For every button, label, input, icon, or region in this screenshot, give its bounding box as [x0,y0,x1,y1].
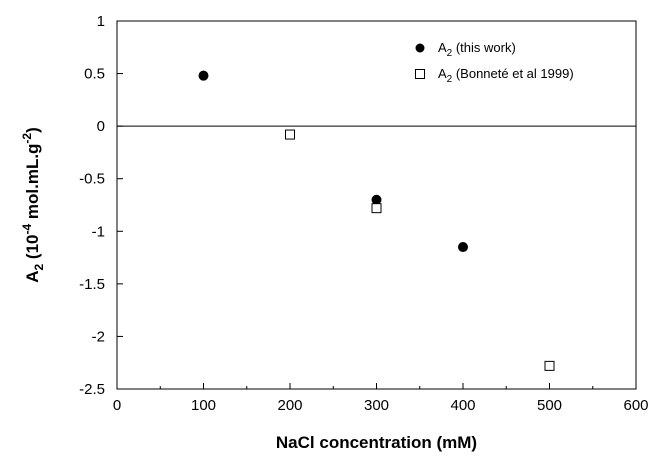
x-axis-title: NaCl concentration (mM) [276,433,477,452]
data-points [198,70,555,371]
data-point-this-work [458,242,468,253]
legend-label: A2 (Bonneté et al 1999) [438,66,574,85]
x-tick-label: 500 [537,397,562,414]
y-tick-label: -0.5 [79,171,105,188]
y-axis-title: A2 (10-4 mol.mL.g-2) [20,127,46,283]
y-tick-label: 1 [97,13,105,30]
x-tick-label: 200 [277,397,302,414]
x-axis-ticks: 0 100 200 300 400 500 600 [113,383,649,414]
y-tick-label: -1 [92,223,105,240]
y-axis-title-text: A2 (10-4 mol.mL.g-2) [20,127,46,283]
data-point-bonnete-1999 [371,203,382,214]
y-tick-label: -2 [92,328,105,345]
x-tick-label: 0 [113,397,121,414]
x-tick-label: 600 [623,397,648,414]
data-point-bonnete-1999 [544,360,555,371]
x-tick-label: 400 [450,397,475,414]
y-tick-label: -2.5 [79,381,105,398]
data-point-this-work [198,70,209,81]
legend-marker-filled-circle [415,43,425,53]
legend: A2 (this work) A2 (Bonneté et al 1999) [415,40,574,85]
legend-label: A2 (this work) [438,40,516,59]
y-tick-label: 0 [97,118,105,135]
data-point-this-work [371,194,382,205]
x-tick-label: 300 [364,397,389,414]
data-point-bonnete-1999 [285,129,295,140]
y-tick-label: 0.5 [84,66,105,83]
x-tick-label: 100 [191,397,216,414]
y-tick-label: -1.5 [79,276,105,293]
y-axis-ticks: 1 0.5 0 -0.5 -1 -1.5 -2 -2.5 [79,13,123,398]
legend-marker-open-square [415,69,425,79]
